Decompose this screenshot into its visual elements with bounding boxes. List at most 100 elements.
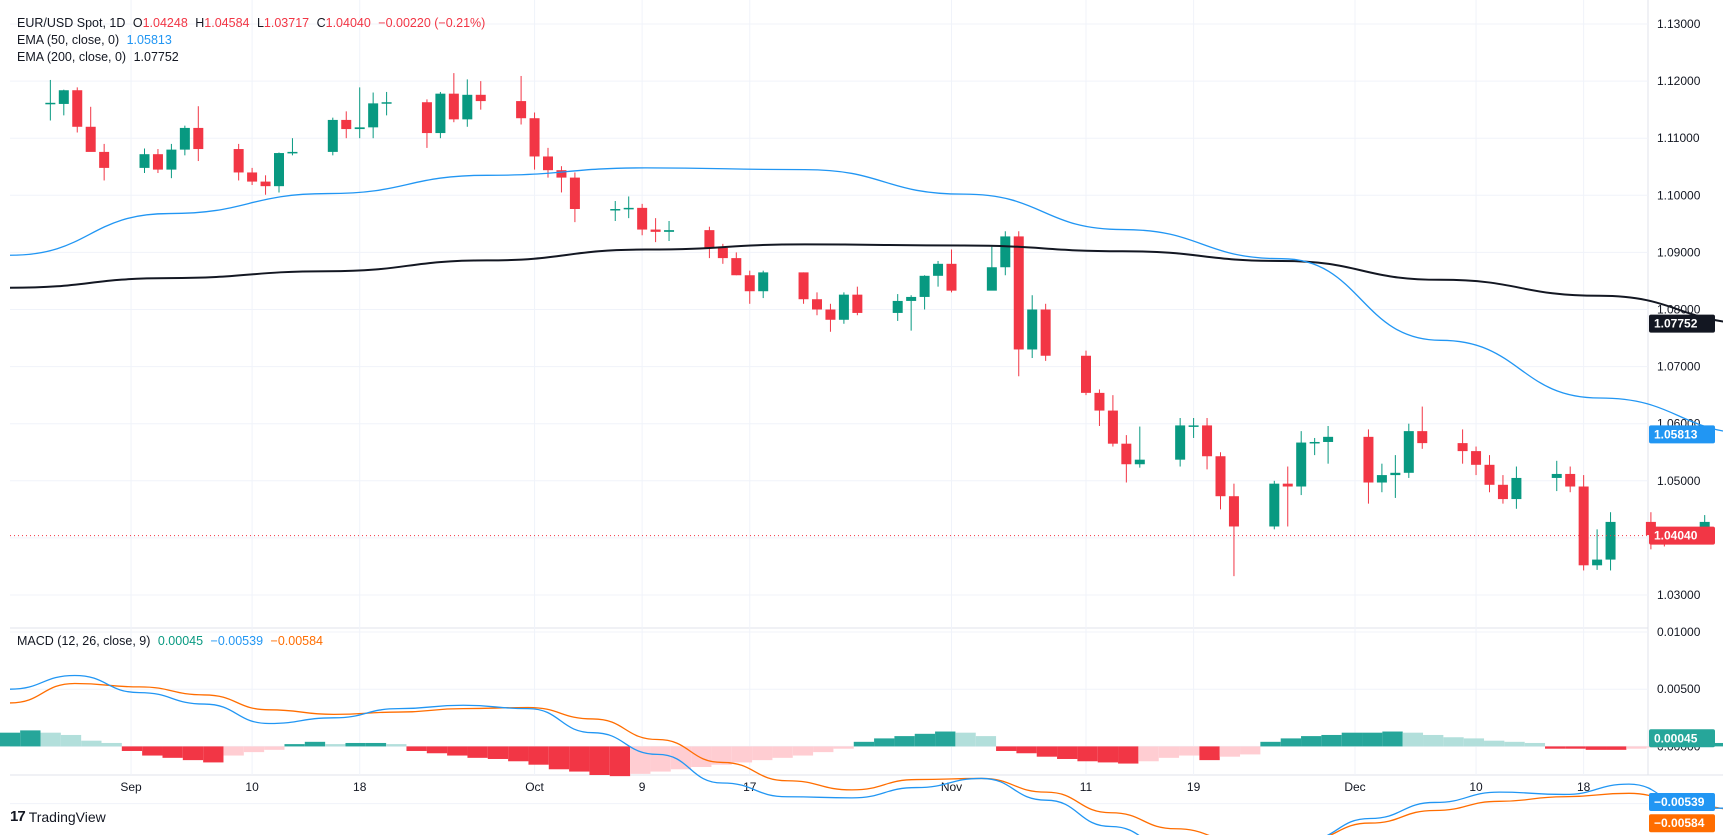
tradingview-logo[interactable]: 17 TradingView	[10, 808, 106, 825]
macd-histogram-bar	[731, 746, 753, 763]
macd-line-badge-text: −0.00539	[1654, 795, 1705, 809]
close-label: C	[316, 16, 326, 30]
candle-body	[556, 170, 567, 178]
time-axis-tick-label: 18	[353, 780, 367, 794]
ema50-legend[interactable]: EMA (50, close, 0) 1.05813	[17, 33, 176, 47]
macd-histogram-bar	[304, 741, 326, 747]
candle	[1551, 460, 1562, 492]
symbol-label[interactable]: EUR/USD Spot, 1D	[17, 16, 126, 30]
macd-histogram-bar	[1443, 737, 1464, 747]
macd-hist-badge-bg	[1649, 729, 1715, 748]
macd-histogram-bar	[1565, 746, 1586, 749]
candle	[193, 106, 204, 162]
candle-body	[1363, 436, 1374, 483]
candle	[1188, 417, 1199, 438]
candle	[1578, 475, 1589, 571]
candle	[341, 111, 352, 139]
candle-body	[892, 300, 903, 313]
candle-body	[543, 156, 553, 171]
macd-signal-value: −0.00584	[270, 634, 323, 648]
candle	[1027, 295, 1038, 359]
candle	[166, 143, 177, 179]
candle-body	[1040, 309, 1051, 356]
macd-histogram-bar	[1057, 746, 1078, 759]
candle-body	[1484, 464, 1495, 485]
candle	[1175, 417, 1186, 467]
candle-body	[946, 263, 957, 291]
candle-body	[610, 209, 621, 211]
candle-body	[1027, 309, 1038, 350]
macd-histogram-bar	[467, 746, 488, 758]
macd-histogram-bar	[142, 746, 163, 756]
macd-histogram-bar	[914, 733, 936, 747]
macd-legend[interactable]: MACD (12, 26, close, 9) 0.00045 −0.00539…	[17, 634, 327, 648]
ema50-line	[9, 167, 1723, 432]
macd-histogram-bar	[223, 746, 244, 756]
candle	[475, 81, 486, 110]
candle-body	[1175, 425, 1186, 460]
macd-histogram-bar	[955, 732, 976, 747]
macd-histogram-bar	[121, 746, 143, 751]
macd-histogram-bar	[264, 746, 285, 750]
macd-histogram-bar	[569, 746, 590, 772]
macd-histogram-bar	[1423, 734, 1444, 747]
candle-body	[341, 119, 352, 130]
candle-body	[247, 172, 258, 182]
candle-body	[1323, 436, 1334, 442]
macd-histogram-bar	[1301, 736, 1322, 747]
candle-body	[368, 103, 379, 128]
candle-body	[1269, 483, 1280, 527]
candle	[758, 270, 769, 299]
candle	[45, 79, 56, 121]
candle	[1282, 466, 1293, 527]
candle-body	[825, 309, 836, 320]
macd-histogram-bar	[1707, 742, 1723, 747]
candle	[1497, 475, 1508, 504]
candle-body	[193, 127, 204, 150]
time-axis-tick-label: 17	[743, 780, 757, 794]
candle-body	[744, 275, 755, 292]
candle-body	[933, 263, 944, 276]
candle	[1269, 480, 1280, 530]
macd-hist-badge: 0.00045	[1649, 729, 1715, 748]
ema50-value: 1.05813	[126, 33, 172, 47]
macd-histogram-bar	[1199, 746, 1220, 761]
candle	[1471, 446, 1482, 476]
macd-axis-tick-label: 0.01000	[1657, 625, 1701, 639]
candle	[556, 166, 567, 193]
ema200-legend[interactable]: EMA (200, close, 0) 1.07752	[17, 50, 183, 64]
candle-body	[1000, 236, 1011, 268]
macd-histogram-bar	[1260, 741, 1281, 747]
macd-histogram-bar	[20, 730, 41, 747]
macd-histogram-bar	[0, 732, 21, 747]
macd-histogram-bar	[752, 746, 773, 761]
candle-body	[45, 102, 56, 105]
macd-label: MACD (12, 26, close, 9)	[17, 634, 151, 648]
candle-body	[139, 154, 150, 168]
macd-hist-value: 0.00045	[157, 634, 204, 648]
candle	[933, 260, 944, 287]
macd-histogram-bar	[386, 744, 407, 747]
candle	[99, 143, 110, 181]
macd-line-badge: −0.00539	[1649, 793, 1715, 812]
candle	[462, 79, 473, 127]
candle	[1107, 395, 1118, 447]
candle-body	[1107, 410, 1118, 444]
candle-body	[462, 94, 473, 120]
ema200-price-badge-text: 1.07752	[1654, 317, 1698, 331]
candle	[529, 112, 540, 170]
candle	[1457, 429, 1468, 464]
candle	[664, 220, 675, 241]
candle-body	[287, 151, 298, 154]
candle	[812, 292, 822, 316]
candle-body	[919, 275, 930, 297]
candle-body	[569, 177, 580, 210]
candle	[448, 73, 459, 123]
price-axis-tick-label: 1.03000	[1657, 588, 1701, 602]
macd-histogram-bar	[975, 736, 997, 747]
candle	[610, 201, 621, 221]
candle	[516, 75, 527, 125]
candle	[368, 92, 379, 139]
macd-histogram-bar	[1158, 746, 1180, 758]
